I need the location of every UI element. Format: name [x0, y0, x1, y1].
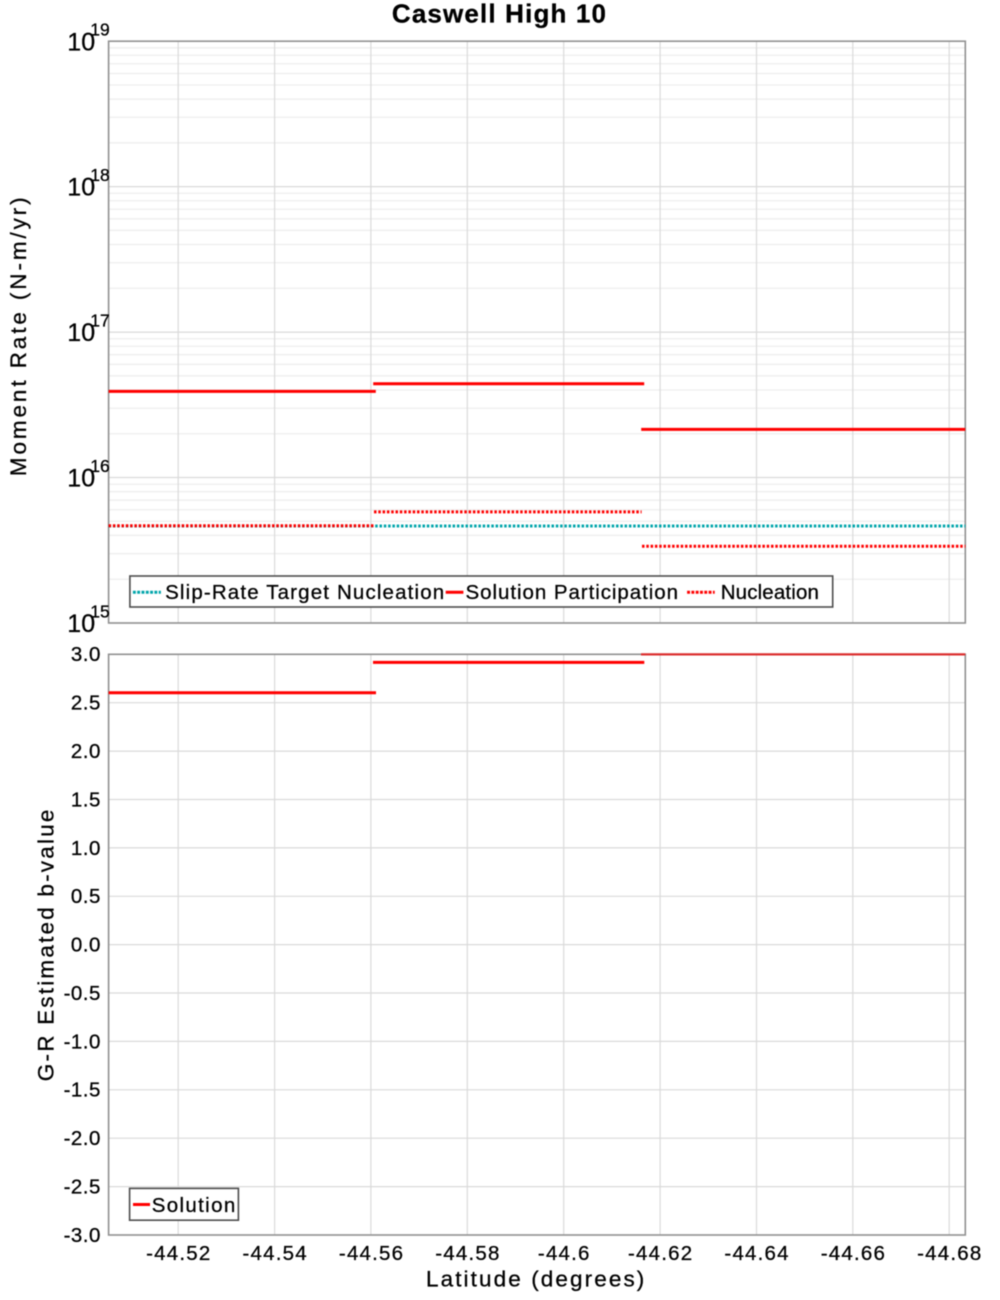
svg-text:Slip-Rate Target Nucleation: Slip-Rate Target Nucleation	[165, 581, 445, 604]
svg-text:Moment Rate (N-m/yr): Moment Rate (N-m/yr)	[6, 194, 31, 476]
svg-text:-44.6: -44.6	[538, 1242, 591, 1265]
svg-text:16: 16	[90, 456, 109, 476]
svg-text:2.0: 2.0	[71, 740, 101, 763]
svg-text:-2.5: -2.5	[64, 1176, 101, 1199]
svg-text:0.5: 0.5	[71, 885, 101, 908]
svg-text:2.5: 2.5	[71, 692, 101, 715]
svg-text:-44.68: -44.68	[917, 1242, 982, 1265]
svg-text:10: 10	[67, 174, 95, 202]
svg-text:-44.52: -44.52	[146, 1242, 211, 1265]
svg-text:3.0: 3.0	[71, 643, 101, 666]
svg-text:15: 15	[90, 602, 109, 622]
svg-text:Caswell High 10: Caswell High 10	[392, 0, 607, 28]
svg-text:-44.66: -44.66	[821, 1242, 886, 1265]
svg-text:-1.5: -1.5	[64, 1079, 101, 1102]
svg-text:-44.64: -44.64	[724, 1242, 789, 1265]
svg-text:-44.62: -44.62	[628, 1242, 693, 1265]
svg-text:1.5: 1.5	[71, 788, 101, 811]
svg-text:19: 19	[90, 20, 109, 40]
svg-text:Nucleation: Nucleation	[721, 581, 819, 604]
svg-text:10: 10	[67, 465, 95, 493]
svg-text:Solution: Solution	[152, 1194, 237, 1217]
svg-text:10: 10	[67, 610, 95, 638]
svg-text:G-R Estimated b-value: G-R Estimated b-value	[33, 807, 58, 1081]
svg-text:18: 18	[90, 165, 109, 185]
svg-text:-44.56: -44.56	[339, 1242, 404, 1265]
svg-text:-0.5: -0.5	[64, 982, 101, 1005]
svg-text:17: 17	[90, 311, 109, 331]
svg-text:-2.0: -2.0	[64, 1127, 101, 1150]
svg-text:0.0: 0.0	[71, 934, 101, 957]
svg-text:Latitude (degrees): Latitude (degrees)	[426, 1267, 646, 1292]
svg-text:-44.58: -44.58	[435, 1242, 500, 1265]
svg-text:-44.54: -44.54	[243, 1242, 308, 1265]
svg-text:-1.0: -1.0	[64, 1030, 101, 1053]
svg-text:Solution Participation: Solution Participation	[466, 581, 680, 604]
svg-text:10: 10	[67, 319, 95, 347]
svg-text:10: 10	[67, 28, 95, 56]
svg-text:1.0: 1.0	[71, 837, 101, 860]
svg-text:-3.0: -3.0	[64, 1224, 101, 1247]
